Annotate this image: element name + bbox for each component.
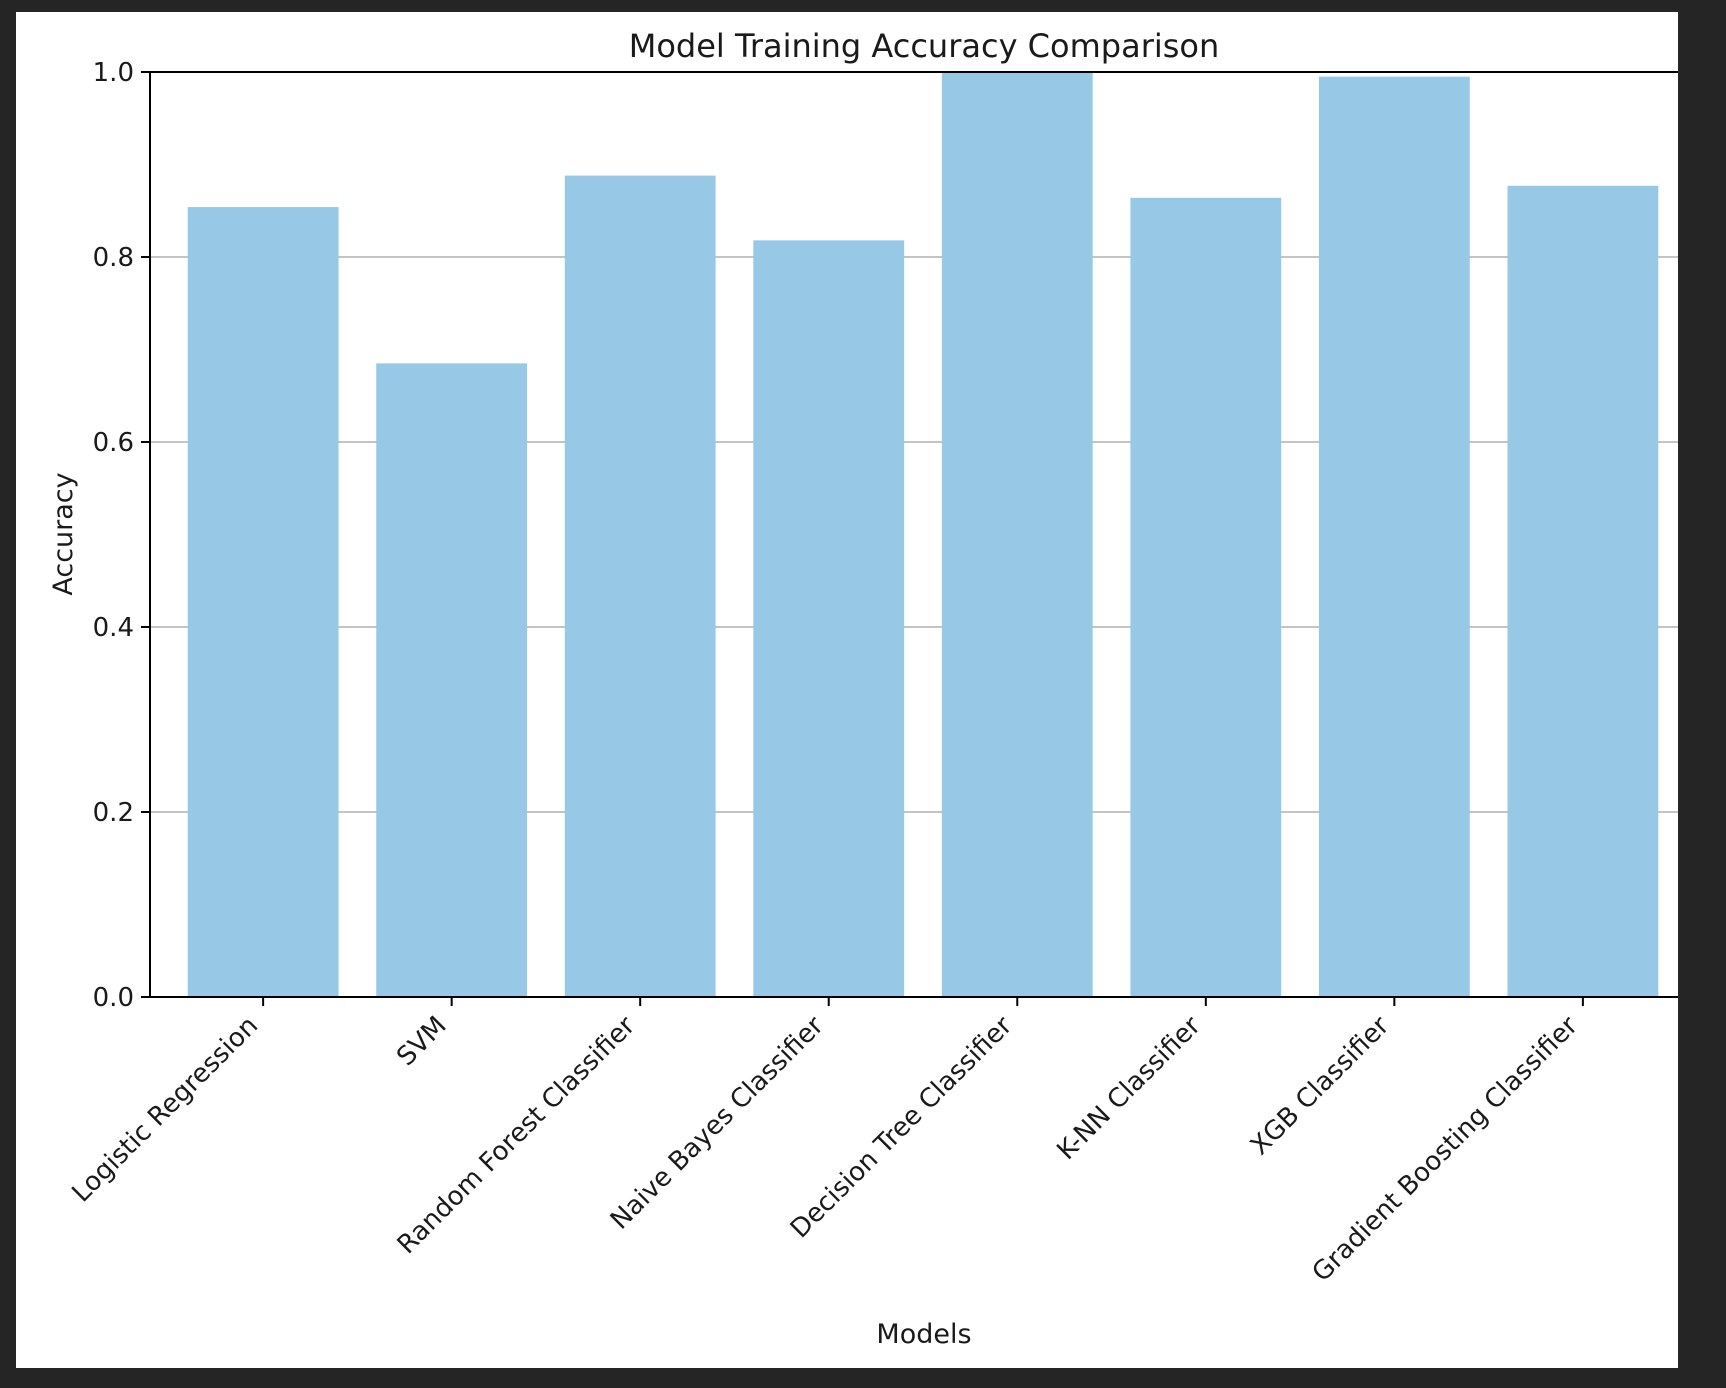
y-tick-label: 0.4 [93,613,134,643]
y-axis-title: Accuracy [48,472,79,595]
y-axis-ticks: 0.0 0.2 0.4 0.6 0.8 1.0 [93,58,150,1013]
y-tick-label: 0.8 [93,243,134,273]
bar-chart: 0.00.20.40.60.81.0 Logistic Regression SV… [16,12,1678,1368]
bar [187,207,339,998]
bar [1507,185,1659,997]
plot-frame [149,71,1678,998]
y-tick-label: 0.6 [93,428,134,458]
x-axis-title: Models [876,1319,971,1350]
y-tick-label: 1.0 [93,58,134,88]
y-tick-label: 0.0 [93,983,134,1013]
bar [1130,197,1282,998]
bars [187,72,1659,998]
bar [564,175,716,998]
bar [1318,76,1470,997]
bar [753,240,905,998]
chart-figure: 0.0 0.2 0.4 0.6 0.8 1.0 Logistic Regression SV… [16,12,1678,1368]
bar [376,363,528,997]
y-tick-label: 0.2 [93,798,134,828]
bar [941,72,1093,997]
chart-title: Model Training Accuracy Comparison [629,27,1220,65]
